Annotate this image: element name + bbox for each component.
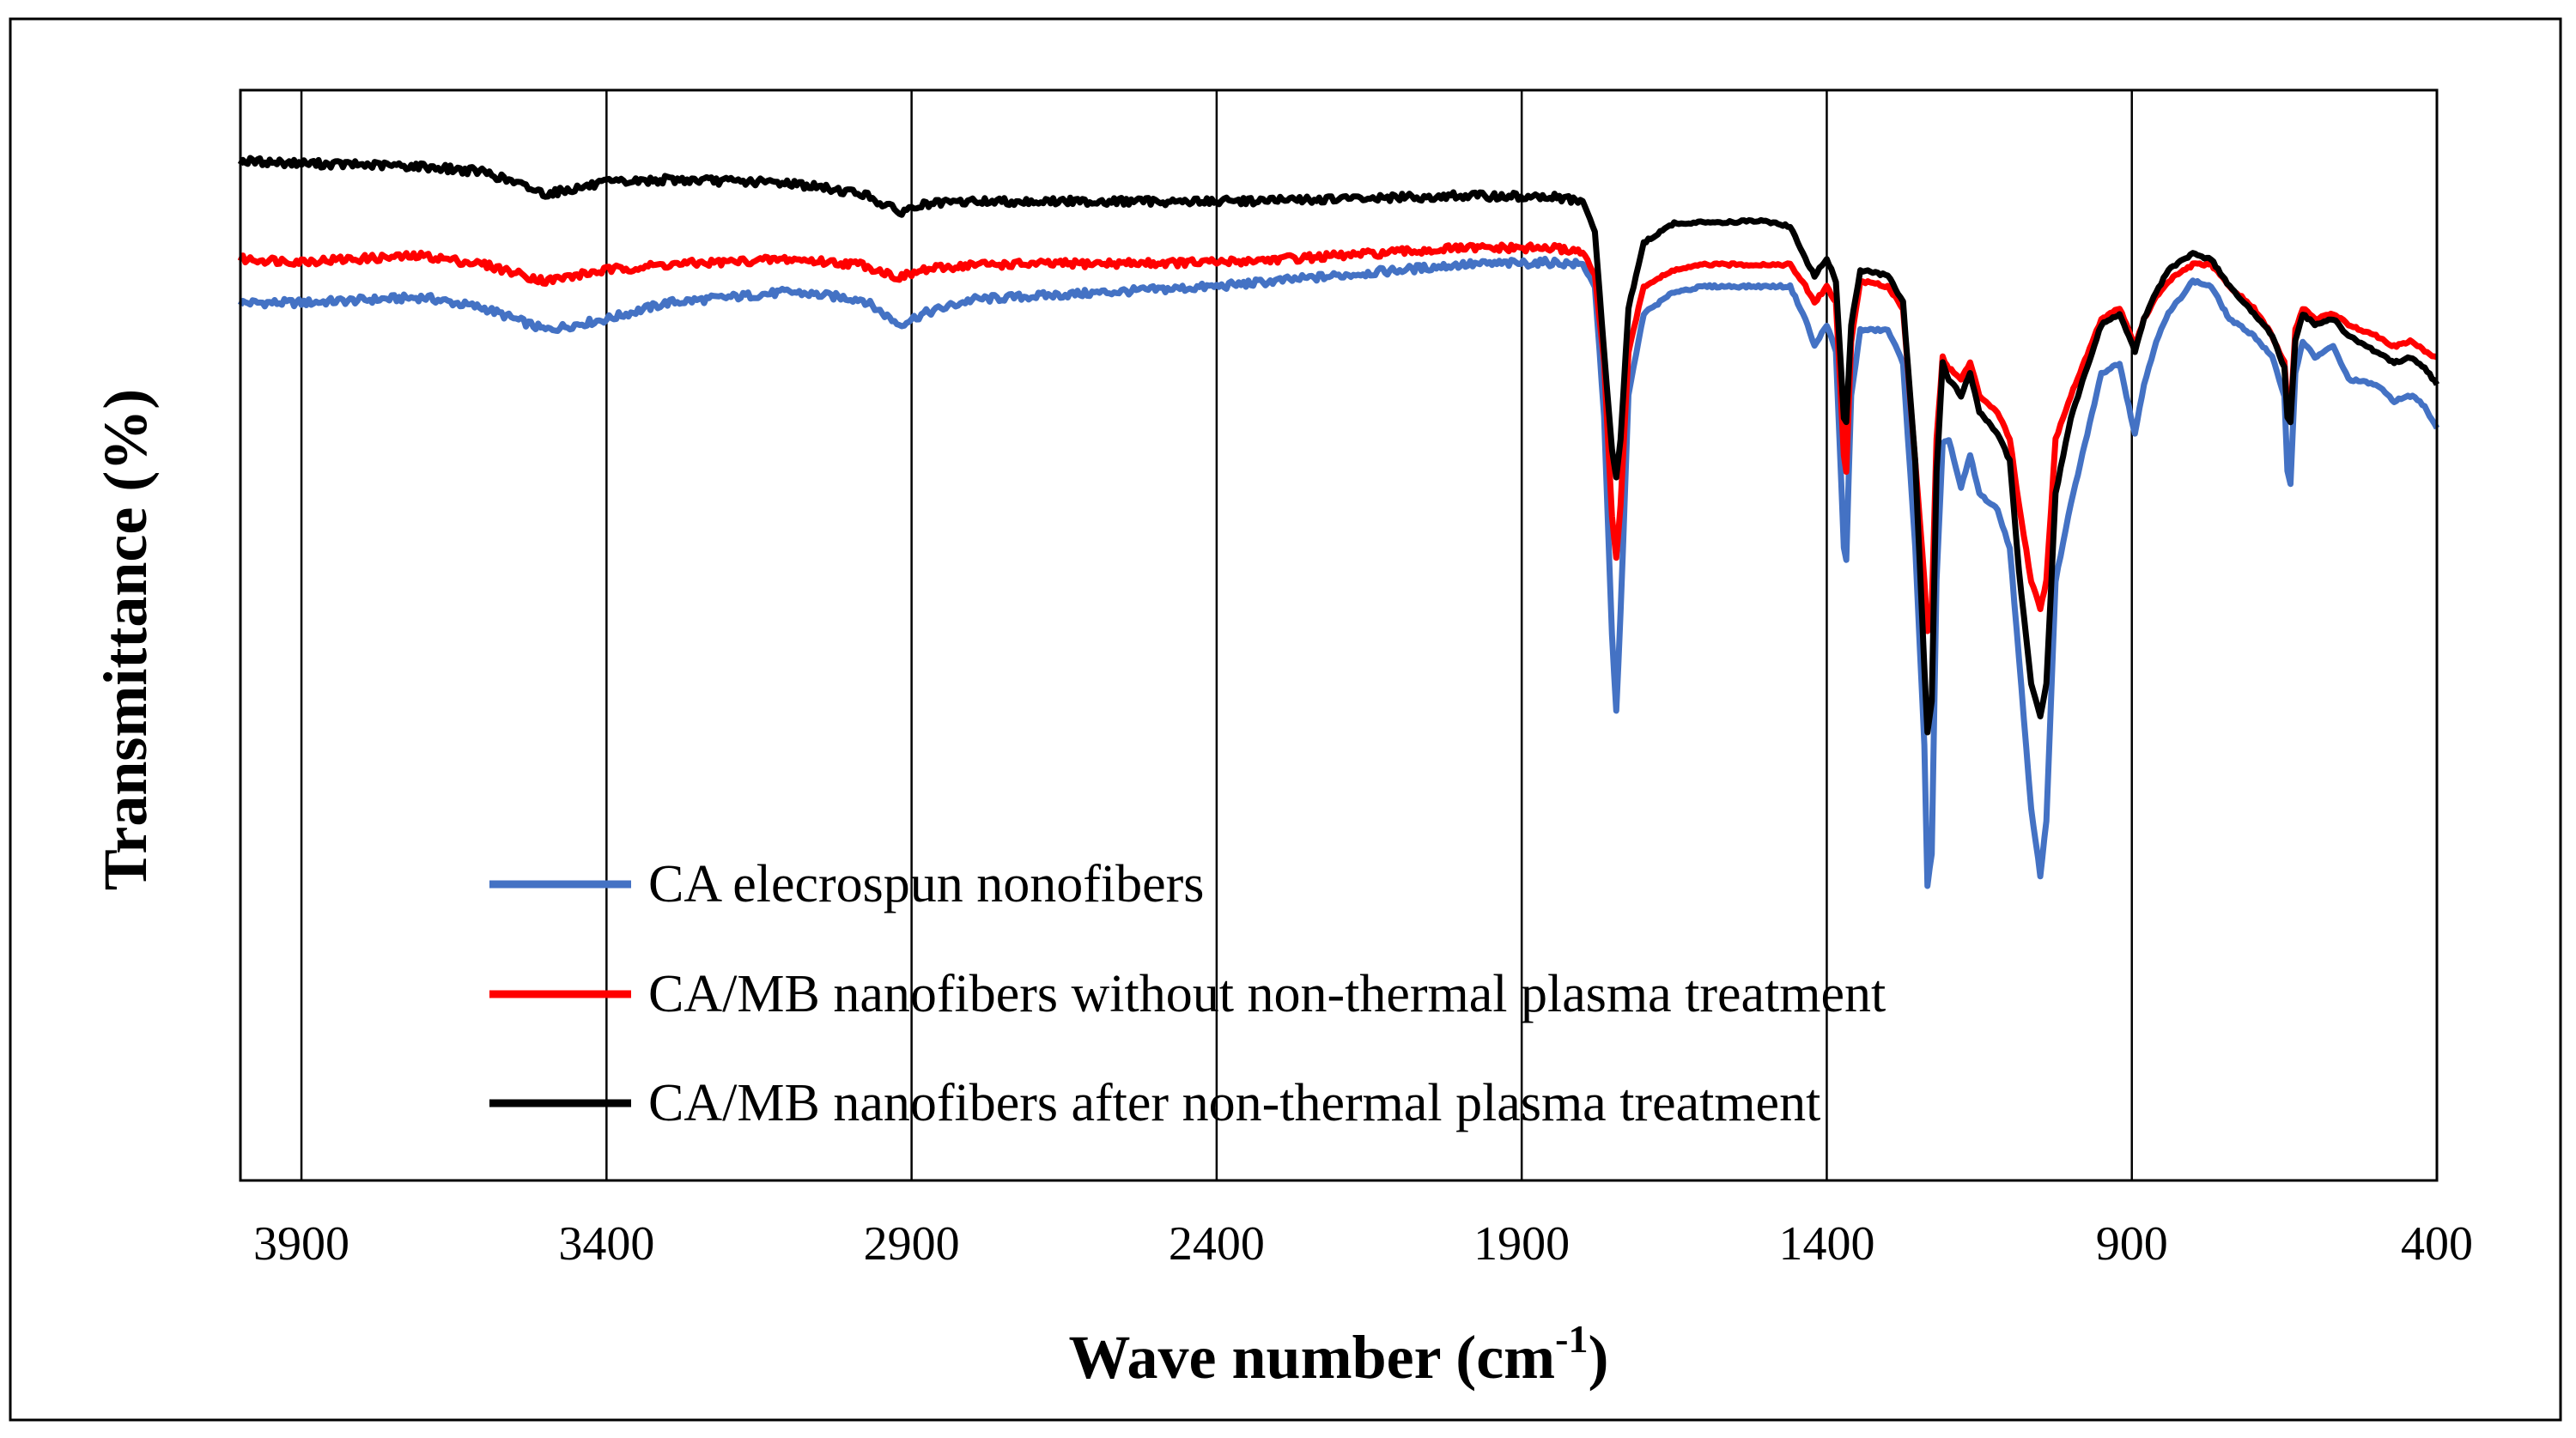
x-tick-label-3900: 3900 bbox=[253, 1217, 349, 1271]
legend: CA elecrospun nonofibers CA/MB nanofiber… bbox=[489, 855, 1886, 1132]
x-axis-title: Wave number (cm-1) bbox=[1069, 1317, 1609, 1392]
legend-label-camb-untreated: CA/MB nanofibers without non-thermal pla… bbox=[648, 965, 1886, 1023]
series-line-1 bbox=[237, 255, 2440, 889]
x-tick-label-2900: 2900 bbox=[864, 1217, 960, 1271]
x-tick-label-1400: 1400 bbox=[1778, 1217, 1874, 1271]
series-line-3 bbox=[237, 155, 2440, 736]
legend-label-ca: CA elecrospun nonofibers bbox=[648, 855, 1204, 913]
x-tick-label-400: 400 bbox=[2401, 1217, 2473, 1271]
vertical-gridlines bbox=[300, 90, 2133, 1180]
x-tick-label-3400: 3400 bbox=[558, 1217, 654, 1271]
x-tick-label-1900: 1900 bbox=[1473, 1217, 1570, 1271]
y-axis-title: Transmittance (%) bbox=[91, 389, 160, 891]
plot-border bbox=[239, 88, 2439, 1182]
series-group bbox=[237, 155, 2440, 889]
x-tick-label-900: 900 bbox=[2096, 1217, 2168, 1271]
series-line-2 bbox=[237, 241, 2439, 634]
x-tick-labels: 3900 3400 2900 2400 1900 1400 900 400 bbox=[253, 1217, 2473, 1271]
x-tick-label-2400: 2400 bbox=[1169, 1217, 1265, 1271]
legend-label-camb-treated: CA/MB nanofibers after non-thermal plasm… bbox=[648, 1074, 1820, 1132]
